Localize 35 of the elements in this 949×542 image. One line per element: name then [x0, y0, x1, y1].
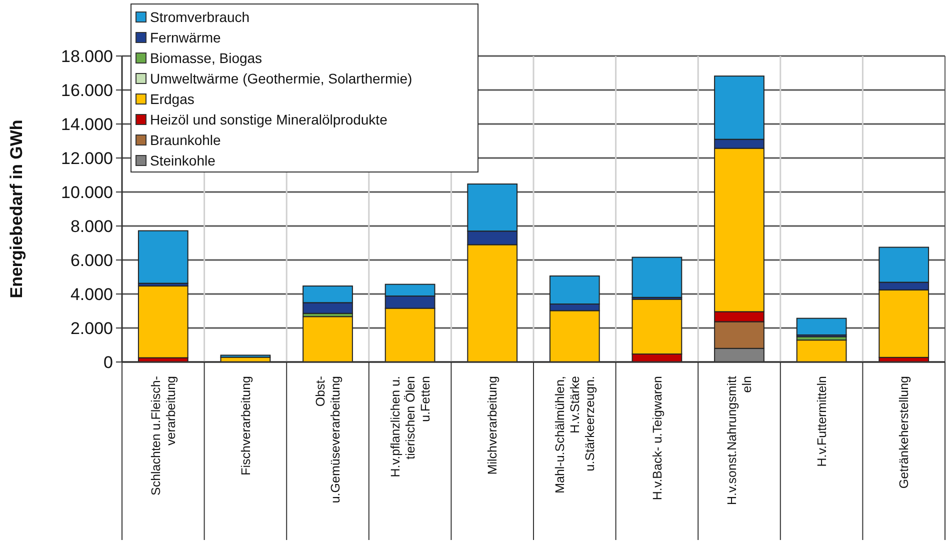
bar — [302, 316, 353, 362]
y-tick-label: 6.000 — [70, 250, 113, 270]
y-axis-title: Energiebedarf in GWh — [7, 120, 26, 298]
x-tick-label: Milchverarbeitung — [486, 376, 500, 475]
x-tick-label: H.v.pflanzlichen u. tierischen Ölen u.Fetten — [388, 376, 432, 478]
legend-label: Erdgas — [150, 90, 194, 107]
legend-label: Umweltwärme (Geothermie, Solarthermie) — [150, 70, 412, 86]
y-tick-label: 0 — [104, 352, 113, 372]
bar — [796, 340, 847, 362]
y-tick-label: 18.000 — [61, 46, 113, 66]
bar — [220, 354, 271, 358]
legend-label: Stromverbrauch — [150, 8, 250, 25]
legend-label: Fernwärme — [150, 29, 222, 46]
legend-label: Heizöl und sonstige Mineralölprodukte — [150, 111, 388, 128]
x-tick-label: H.v.sonst.Nahrungsmitt eln — [725, 375, 754, 505]
legend-label: Steinkohle — [150, 152, 216, 168]
y-tick-label: 2.000 — [70, 318, 113, 338]
legend-label: Biomasse, Biogas — [150, 50, 262, 66]
legend-label: Braunkohle — [150, 132, 222, 148]
bar — [632, 256, 682, 298]
x-tick-label: Fischverarbeitung — [238, 376, 253, 476]
x-tick-label: Obst- u.Gemüseverarbeitung — [314, 376, 343, 504]
x-tick-label: Mahl-u.Schälmühlen, H.v.Stärke u.Stärkeerzeugn. — [553, 376, 598, 494]
bar — [138, 286, 188, 358]
y-tick-label: 12.000 — [61, 148, 113, 168]
y-tick-label: 8.000 — [70, 216, 113, 236]
y-tick-label: 10.000 — [61, 182, 113, 202]
y-tick-label: 16.000 — [61, 80, 113, 100]
bar — [138, 230, 188, 284]
x-tick-label: Schlachten u.Fleisch- verarbeitung — [149, 376, 178, 496]
x-tick-label: H.v.Back- u.Teigwaren — [650, 376, 664, 500]
y-tick-label: 4.000 — [70, 284, 113, 304]
x-tick-label: H.v.Futtermitteln — [814, 376, 829, 467]
x-tick-label: Getränkeherstellung — [897, 376, 912, 489]
y-tick-label: 14.000 — [61, 114, 113, 134]
